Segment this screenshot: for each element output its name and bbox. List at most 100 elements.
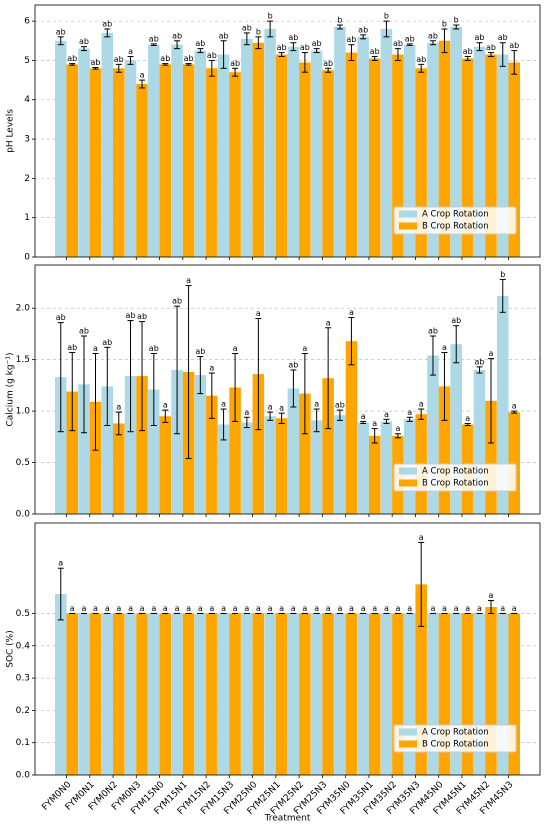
bar [264,416,276,514]
legend-label: B Crop Rotation [422,222,489,232]
significance-letter: ab [207,51,217,60]
error-bar [185,63,192,66]
bar [275,54,288,258]
significance-letter: b [500,270,505,279]
significance-letter: ab [277,43,287,52]
significance-letter: ab [486,43,496,52]
significance-letter: a [372,604,377,613]
plot-frame [34,4,541,258]
error-bar [290,42,297,52]
significance-letter: ab [91,58,101,67]
significance-letter: ab [346,35,356,44]
error-bar [162,409,169,423]
error-bar [57,322,64,433]
error-bar [139,321,146,432]
error-bar [115,411,122,436]
significance-letter: a [221,604,226,613]
bar [252,613,265,775]
error-bar [406,416,413,422]
significance-letter: ab [172,31,182,40]
significance-letter: ab [56,313,66,322]
error-bar [208,59,215,77]
bar [415,68,427,257]
bar [229,387,241,514]
error-bar [69,351,76,432]
bar [252,42,265,257]
error-bar [429,40,436,46]
bar [217,54,230,258]
error-bar [476,42,483,52]
y-tick-label: 0.4 [16,641,31,651]
error-bar [313,408,320,433]
error-bar [267,411,274,421]
bar [450,27,462,258]
significance-letter: a [244,604,249,613]
significance-letter: a [512,402,517,411]
error-bar [92,352,99,451]
bar [287,388,300,514]
significance-letter: ab [393,39,403,48]
significance-letter: ab [416,55,426,64]
bar [66,64,78,257]
error-bar [406,43,413,46]
error-bar [290,369,297,408]
significance-letter: a [233,604,238,613]
y-tick-label: 0 [24,253,30,263]
bar [380,613,393,775]
bar [485,54,497,258]
bar [368,58,381,257]
y-tick-label: 1.0 [16,407,31,417]
error-bar [127,320,134,433]
significance-letter: a [489,349,494,358]
error-bar [301,52,308,73]
bar [66,613,78,775]
significance-letter: a [442,343,447,352]
bar [392,54,404,258]
legend-box [393,206,517,235]
y-tick-label: 0.1 [16,738,30,748]
error-bar [360,420,367,424]
bar [427,613,439,775]
bar [206,395,218,514]
significance-letter: ab [428,31,438,40]
legend: A Crop Rotation B Crop Rotation [393,724,517,753]
legend-swatch [399,467,417,475]
significance-letter: ab [137,312,147,321]
bar [229,72,241,257]
significance-letter: ab [463,47,473,56]
bar [113,423,125,514]
significance-letter: a [209,604,214,613]
error-bar [453,24,460,30]
significance-letter: a [454,604,459,613]
bar [171,369,183,514]
significance-letter: a [489,591,494,600]
significance-letter: ab [149,344,159,353]
bar [171,613,183,775]
error-bar [429,335,436,376]
error-bar [383,418,390,424]
bar [461,58,474,257]
significance-letter: a [163,604,168,613]
error-bar [418,408,425,420]
error-bar [278,412,285,424]
significance-letter: a [279,404,284,413]
error-bar [104,346,111,427]
bar [287,46,300,257]
bar [403,44,416,257]
bar [334,613,346,775]
significance-letter: a [128,604,133,613]
bar [334,415,346,514]
significance-letter: a [209,364,214,373]
significance-letter: a [431,604,436,613]
bar [78,48,90,258]
significance-letter: b [337,16,342,25]
significance-letter: a [326,604,331,613]
error-bar [243,32,250,46]
significance-letter: a [384,410,389,419]
bar [310,420,323,514]
bar [148,389,160,514]
bar [78,613,90,775]
significance-letter: b [442,19,447,28]
error-bar [441,28,448,54]
bar [217,613,230,775]
